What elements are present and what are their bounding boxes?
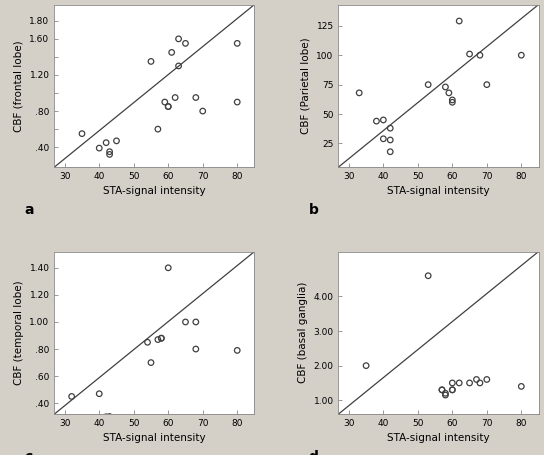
Text: c: c xyxy=(24,450,33,455)
Point xyxy=(105,148,114,155)
Point xyxy=(424,81,432,88)
Point xyxy=(465,51,474,58)
Point xyxy=(475,379,484,387)
Point xyxy=(386,125,394,132)
Point xyxy=(147,359,156,366)
Point xyxy=(153,336,162,343)
Point xyxy=(199,107,207,115)
Point xyxy=(448,99,456,106)
Point xyxy=(233,347,242,354)
Y-axis label: CBF (frontal lobe): CBF (frontal lobe) xyxy=(14,40,24,131)
Point xyxy=(379,116,388,124)
Text: d: d xyxy=(308,450,318,455)
Y-axis label: CBF (temporal lobe): CBF (temporal lobe) xyxy=(14,280,24,385)
Point xyxy=(437,386,446,394)
Point xyxy=(153,126,162,133)
Point xyxy=(424,272,432,279)
Point xyxy=(171,94,180,101)
Point xyxy=(483,376,491,383)
Point xyxy=(372,117,381,125)
Point xyxy=(78,420,86,427)
X-axis label: STA-signal intensity: STA-signal intensity xyxy=(103,434,206,444)
Point xyxy=(233,40,242,47)
Point xyxy=(362,362,370,369)
Point xyxy=(448,96,456,104)
Point xyxy=(174,62,183,70)
Point xyxy=(78,130,86,137)
Point xyxy=(386,136,394,144)
Point xyxy=(147,58,156,65)
Point xyxy=(105,413,114,420)
Point xyxy=(379,135,388,142)
Point xyxy=(143,339,152,346)
Point xyxy=(465,379,474,387)
Point xyxy=(191,345,200,353)
Point xyxy=(444,89,453,96)
Point xyxy=(472,376,481,383)
Point xyxy=(95,390,103,397)
Point xyxy=(164,264,172,272)
Point xyxy=(437,386,446,394)
Point xyxy=(102,413,110,420)
Point xyxy=(455,17,463,25)
Point xyxy=(181,40,190,47)
Point xyxy=(164,103,172,110)
Point xyxy=(191,318,200,326)
Point xyxy=(160,98,169,106)
Text: b: b xyxy=(308,203,318,217)
Point xyxy=(386,148,394,155)
Point xyxy=(355,89,363,96)
Point xyxy=(157,334,166,342)
Point xyxy=(157,334,166,342)
Point xyxy=(67,393,76,400)
Y-axis label: CBF (Parietal lobe): CBF (Parietal lobe) xyxy=(301,37,311,134)
Point xyxy=(174,35,183,42)
Point xyxy=(441,391,450,399)
Point xyxy=(448,386,456,394)
Point xyxy=(105,151,114,158)
Point xyxy=(483,81,491,88)
Point xyxy=(233,98,242,106)
Point xyxy=(448,379,456,387)
Point xyxy=(475,51,484,59)
Point xyxy=(455,379,463,387)
X-axis label: STA-signal intensity: STA-signal intensity xyxy=(387,187,490,197)
X-axis label: STA-signal intensity: STA-signal intensity xyxy=(387,434,490,444)
Point xyxy=(441,389,450,397)
Point xyxy=(168,49,176,56)
Point xyxy=(191,94,200,101)
Point xyxy=(517,51,526,59)
X-axis label: STA-signal intensity: STA-signal intensity xyxy=(103,187,206,197)
Point xyxy=(181,318,190,326)
Point xyxy=(105,413,114,420)
Point xyxy=(112,137,121,145)
Text: a: a xyxy=(24,203,34,217)
Point xyxy=(164,103,172,110)
Point xyxy=(448,386,456,394)
Point xyxy=(95,144,103,152)
Y-axis label: CBF (basal ganglia): CBF (basal ganglia) xyxy=(298,282,308,384)
Point xyxy=(441,83,450,91)
Point xyxy=(102,139,110,147)
Point xyxy=(517,383,526,390)
